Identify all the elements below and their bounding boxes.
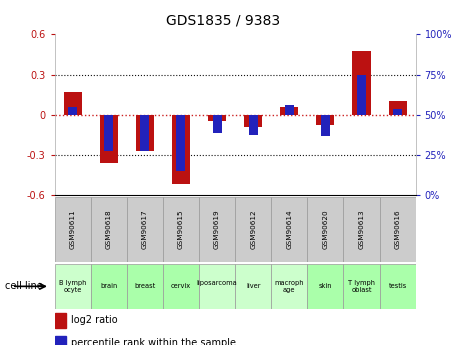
Bar bbox=[127, 197, 163, 262]
Text: T lymph
oblast: T lymph oblast bbox=[348, 280, 375, 293]
Bar bbox=[285, 105, 294, 115]
Text: GSM90618: GSM90618 bbox=[106, 210, 112, 249]
Text: cell line: cell line bbox=[5, 282, 42, 291]
Bar bbox=[163, 197, 199, 262]
Bar bbox=[321, 115, 330, 136]
Text: GSM90617: GSM90617 bbox=[142, 210, 148, 249]
Bar bbox=[249, 115, 257, 135]
Bar bbox=[177, 115, 185, 171]
Text: brain: brain bbox=[100, 283, 117, 289]
Text: macroph
age: macroph age bbox=[275, 280, 304, 293]
Bar bbox=[235, 197, 271, 262]
Bar bbox=[244, 115, 262, 127]
Text: GSM90616: GSM90616 bbox=[395, 210, 400, 249]
Bar bbox=[307, 197, 343, 262]
Text: GSM90614: GSM90614 bbox=[286, 210, 292, 249]
Bar bbox=[393, 109, 402, 115]
Text: log2 ratio: log2 ratio bbox=[71, 315, 118, 325]
Bar bbox=[104, 115, 114, 151]
Bar bbox=[136, 115, 154, 151]
Text: GSM90620: GSM90620 bbox=[323, 210, 328, 249]
Text: GSM90612: GSM90612 bbox=[250, 210, 256, 249]
Bar bbox=[271, 264, 307, 309]
Bar bbox=[127, 264, 163, 309]
Bar bbox=[235, 264, 271, 309]
Bar bbox=[199, 264, 235, 309]
Bar bbox=[91, 264, 127, 309]
Bar bbox=[55, 197, 91, 262]
Bar bbox=[91, 197, 127, 262]
Bar bbox=[271, 197, 307, 262]
Bar bbox=[280, 107, 298, 115]
Text: liver: liver bbox=[246, 283, 260, 289]
Text: cervix: cervix bbox=[171, 283, 191, 289]
Text: breast: breast bbox=[134, 283, 155, 289]
Bar bbox=[380, 264, 416, 309]
Bar bbox=[64, 92, 82, 115]
Bar bbox=[380, 197, 416, 262]
Text: GDS1835 / 9383: GDS1835 / 9383 bbox=[166, 14, 280, 28]
Bar bbox=[172, 115, 190, 184]
Text: B lymph
ocyte: B lymph ocyte bbox=[59, 280, 86, 293]
Bar bbox=[55, 264, 91, 309]
Text: liposarcoma: liposarcoma bbox=[197, 280, 238, 293]
Bar bbox=[199, 197, 235, 262]
Text: percentile rank within the sample: percentile rank within the sample bbox=[71, 338, 236, 345]
Text: GSM90611: GSM90611 bbox=[70, 210, 76, 249]
Bar bbox=[213, 115, 221, 134]
Bar bbox=[343, 197, 380, 262]
Bar bbox=[343, 264, 380, 309]
Text: skin: skin bbox=[319, 283, 332, 289]
Bar bbox=[316, 115, 334, 125]
Bar bbox=[208, 115, 226, 121]
Bar bbox=[55, 313, 66, 328]
Text: GSM90619: GSM90619 bbox=[214, 210, 220, 249]
Bar bbox=[307, 264, 343, 309]
Text: GSM90613: GSM90613 bbox=[359, 210, 364, 249]
Bar bbox=[68, 107, 77, 115]
Bar bbox=[389, 101, 407, 115]
Bar bbox=[163, 264, 199, 309]
Bar bbox=[357, 75, 366, 115]
Text: GSM90615: GSM90615 bbox=[178, 210, 184, 249]
Text: testis: testis bbox=[389, 283, 407, 289]
Bar bbox=[55, 336, 66, 345]
Bar bbox=[100, 115, 118, 163]
Bar bbox=[141, 115, 149, 151]
Bar bbox=[352, 51, 370, 115]
